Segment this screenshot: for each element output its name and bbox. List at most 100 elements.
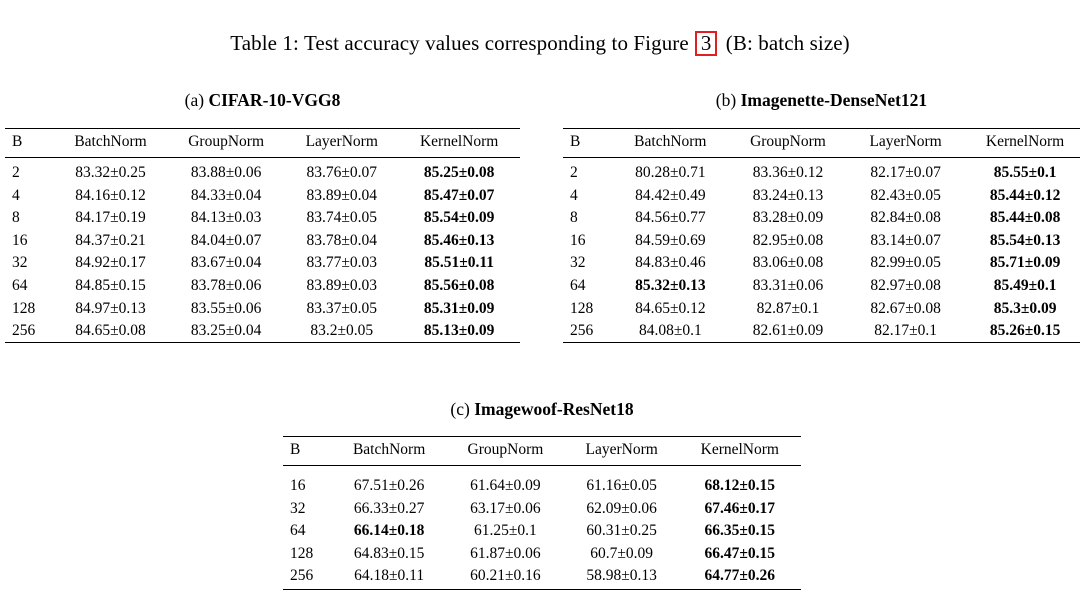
batch-size-cell: 32 <box>290 499 306 517</box>
accuracy-cell: 83.89±0.03 <box>306 276 377 294</box>
column-header: LayerNorm <box>285 128 399 158</box>
caption-label: (a) <box>184 90 205 110</box>
accuracy-cell: 83.2±0.05 <box>310 322 374 340</box>
table-row: 2 83.32±0.25 83.88±0.06 83.76±0.07 85.25±0.0… <box>5 158 520 184</box>
accuracy-cell: 61.25±0.1 <box>474 522 537 540</box>
accuracy-cell: 85.13±0.09 <box>423 322 495 340</box>
header-row: B BatchNorm GroupNorm LayerNorm KernelNorm <box>563 128 1080 158</box>
accuracy-cell: 84.92±0.17 <box>75 254 146 272</box>
accuracy-cell: 84.83±0.46 <box>635 254 706 272</box>
accuracy-cell: 83.55±0.06 <box>190 299 262 317</box>
batch-size-cell: 64 <box>290 522 306 540</box>
table-caption-b: (b) Imagenette-DenseNet121 <box>563 90 1080 111</box>
accuracy-cell: 60.21±0.16 <box>470 567 541 585</box>
accuracy-cell: 60.31±0.25 <box>586 522 657 540</box>
table-row: 256 64.18±0.11 60.21±0.16 58.98±0.13 64.77±0… <box>283 565 801 590</box>
caption-dataset-model: CIFAR-10-VGG8 <box>208 90 341 110</box>
table-row: 16 84.37±0.21 84.04±0.07 83.78±0.04 85.46±0.… <box>5 229 520 252</box>
batch-size-cell: 128 <box>290 544 314 562</box>
table-row: 32 84.83±0.46 83.06±0.08 82.99±0.05 85.71±0.… <box>563 252 1080 275</box>
table-row: 16 84.59±0.69 82.95±0.08 83.14±0.07 85.54±0.… <box>563 229 1080 252</box>
accuracy-cell: 85.46±0.13 <box>423 231 495 249</box>
column-header: LayerNorm <box>564 436 679 466</box>
caption-dataset-model: Imagenette-DenseNet121 <box>740 90 928 110</box>
table-title-suffix: (B: batch size) <box>725 31 850 55</box>
accuracy-cell: 83.31±0.06 <box>752 276 824 294</box>
header-row: B BatchNorm GroupNorm LayerNorm KernelNorm <box>5 128 520 158</box>
table-row: 4 84.16±0.12 84.33±0.04 83.89±0.04 85.47±0.0… <box>5 184 520 207</box>
batch-size-cell: 2 <box>570 164 578 181</box>
accuracy-cell: 84.97±0.13 <box>75 299 146 317</box>
table-row: 32 84.92±0.17 83.67±0.04 83.77±0.03 85.51±0.… <box>5 252 520 275</box>
batch-size-cell: 32 <box>570 254 586 272</box>
table-row: 8 84.17±0.19 84.13±0.03 83.74±0.05 85.54±0.0… <box>5 206 520 229</box>
accuracy-cell: 61.16±0.05 <box>586 477 657 494</box>
accuracy-cell: 83.14±0.07 <box>870 231 941 249</box>
table-row: 2 80.28±0.71 83.36±0.12 82.17±0.07 85.55±0.1 <box>563 158 1080 184</box>
accuracy-cell: 85.51±0.11 <box>424 254 494 272</box>
accuracy-cell: 68.12±0.15 <box>704 477 776 494</box>
accuracy-cell: 82.97±0.08 <box>870 276 941 294</box>
table-imagewoof-resnet18: B BatchNorm GroupNorm LayerNorm KernelNorm 1… <box>283 436 801 591</box>
batch-size-cell: 4 <box>12 186 20 204</box>
accuracy-cell: 66.14±0.18 <box>353 522 425 540</box>
accuracy-cell: 84.13±0.03 <box>190 209 262 227</box>
accuracy-cell: 84.59±0.69 <box>635 231 706 249</box>
figure-reference-link[interactable]: 3 <box>694 31 718 56</box>
accuracy-cell: 84.42±0.49 <box>635 186 706 204</box>
accuracy-cell: 64.77±0.26 <box>704 567 776 585</box>
accuracy-cell: 85.31±0.09 <box>423 299 495 317</box>
accuracy-cell: 83.24±0.13 <box>752 186 824 204</box>
accuracy-cell: 82.17±0.07 <box>870 164 941 181</box>
column-header: B <box>5 128 54 158</box>
caption-label: (c) <box>450 399 470 419</box>
column-header: BatchNorm <box>612 128 728 158</box>
accuracy-table: B BatchNorm GroupNorm LayerNorm KernelNorm 2… <box>5 128 520 343</box>
accuracy-cell: 85.71±0.09 <box>989 254 1061 272</box>
table-cifar10-vgg8: B BatchNorm GroupNorm LayerNorm KernelNorm 2… <box>5 128 520 343</box>
table-row: 4 84.42±0.49 83.24±0.13 82.43±0.05 85.44±0.1… <box>563 184 1080 207</box>
column-header: B <box>283 436 333 466</box>
table-caption-a: (a) CIFAR-10-VGG8 <box>5 90 520 111</box>
table-imagenette-densenet121: B BatchNorm GroupNorm LayerNorm KernelNorm 2… <box>563 128 1080 343</box>
column-header: B <box>563 128 613 158</box>
table-row: 64 66.14±0.18 61.25±0.1 60.31±0.25 66.35±0.1… <box>283 519 801 542</box>
accuracy-cell: 83.88±0.06 <box>190 164 262 181</box>
accuracy-cell: 84.85±0.15 <box>75 276 146 294</box>
accuracy-cell: 85.44±0.12 <box>989 186 1061 204</box>
accuracy-cell: 67.46±0.17 <box>704 499 776 517</box>
accuracy-cell: 83.89±0.04 <box>306 186 377 204</box>
column-header: GroupNorm <box>446 436 565 466</box>
accuracy-cell: 83.25±0.04 <box>190 322 262 340</box>
accuracy-cell: 85.47±0.07 <box>423 186 495 204</box>
batch-size-cell: 16 <box>290 477 306 494</box>
accuracy-cell: 85.32±0.13 <box>635 276 706 294</box>
table-row: 128 84.97±0.13 83.55±0.06 83.37±0.05 85.31±0… <box>5 297 520 320</box>
accuracy-cell: 85.26±0.15 <box>989 322 1061 340</box>
column-header: KernelNorm <box>678 436 801 466</box>
column-header: BatchNorm <box>332 436 447 466</box>
accuracy-cell: 63.17±0.06 <box>470 499 541 517</box>
batch-size-cell: 16 <box>570 231 586 249</box>
accuracy-cell: 84.37±0.21 <box>75 231 146 249</box>
table-row: 32 66.33±0.27 63.17±0.06 62.09±0.06 67.46±0.… <box>283 497 801 520</box>
accuracy-cell: 82.61±0.09 <box>752 322 824 340</box>
accuracy-cell: 82.99±0.05 <box>870 254 941 272</box>
column-header: BatchNorm <box>53 128 168 158</box>
accuracy-cell: 84.08±0.1 <box>638 322 702 340</box>
accuracy-cell: 85.56±0.08 <box>423 276 495 294</box>
accuracy-cell: 83.36±0.12 <box>752 164 824 181</box>
accuracy-cell: 82.87±0.1 <box>756 299 820 317</box>
column-header: KernelNorm <box>398 128 520 158</box>
table-row: 256 84.08±0.1 82.61±0.09 82.17±0.1 85.26±0.1… <box>563 319 1080 342</box>
caption-dataset-model: Imagewoof-ResNet18 <box>474 399 634 419</box>
accuracy-cell: 61.64±0.09 <box>470 477 541 494</box>
column-header: LayerNorm <box>848 128 964 158</box>
column-header: GroupNorm <box>167 128 286 158</box>
accuracy-cell: 61.87±0.06 <box>470 544 541 562</box>
accuracy-cell: 84.04±0.07 <box>190 231 262 249</box>
accuracy-cell: 85.25±0.08 <box>423 164 495 181</box>
accuracy-cell: 82.43±0.05 <box>870 186 941 204</box>
accuracy-cell: 83.76±0.07 <box>306 164 377 181</box>
